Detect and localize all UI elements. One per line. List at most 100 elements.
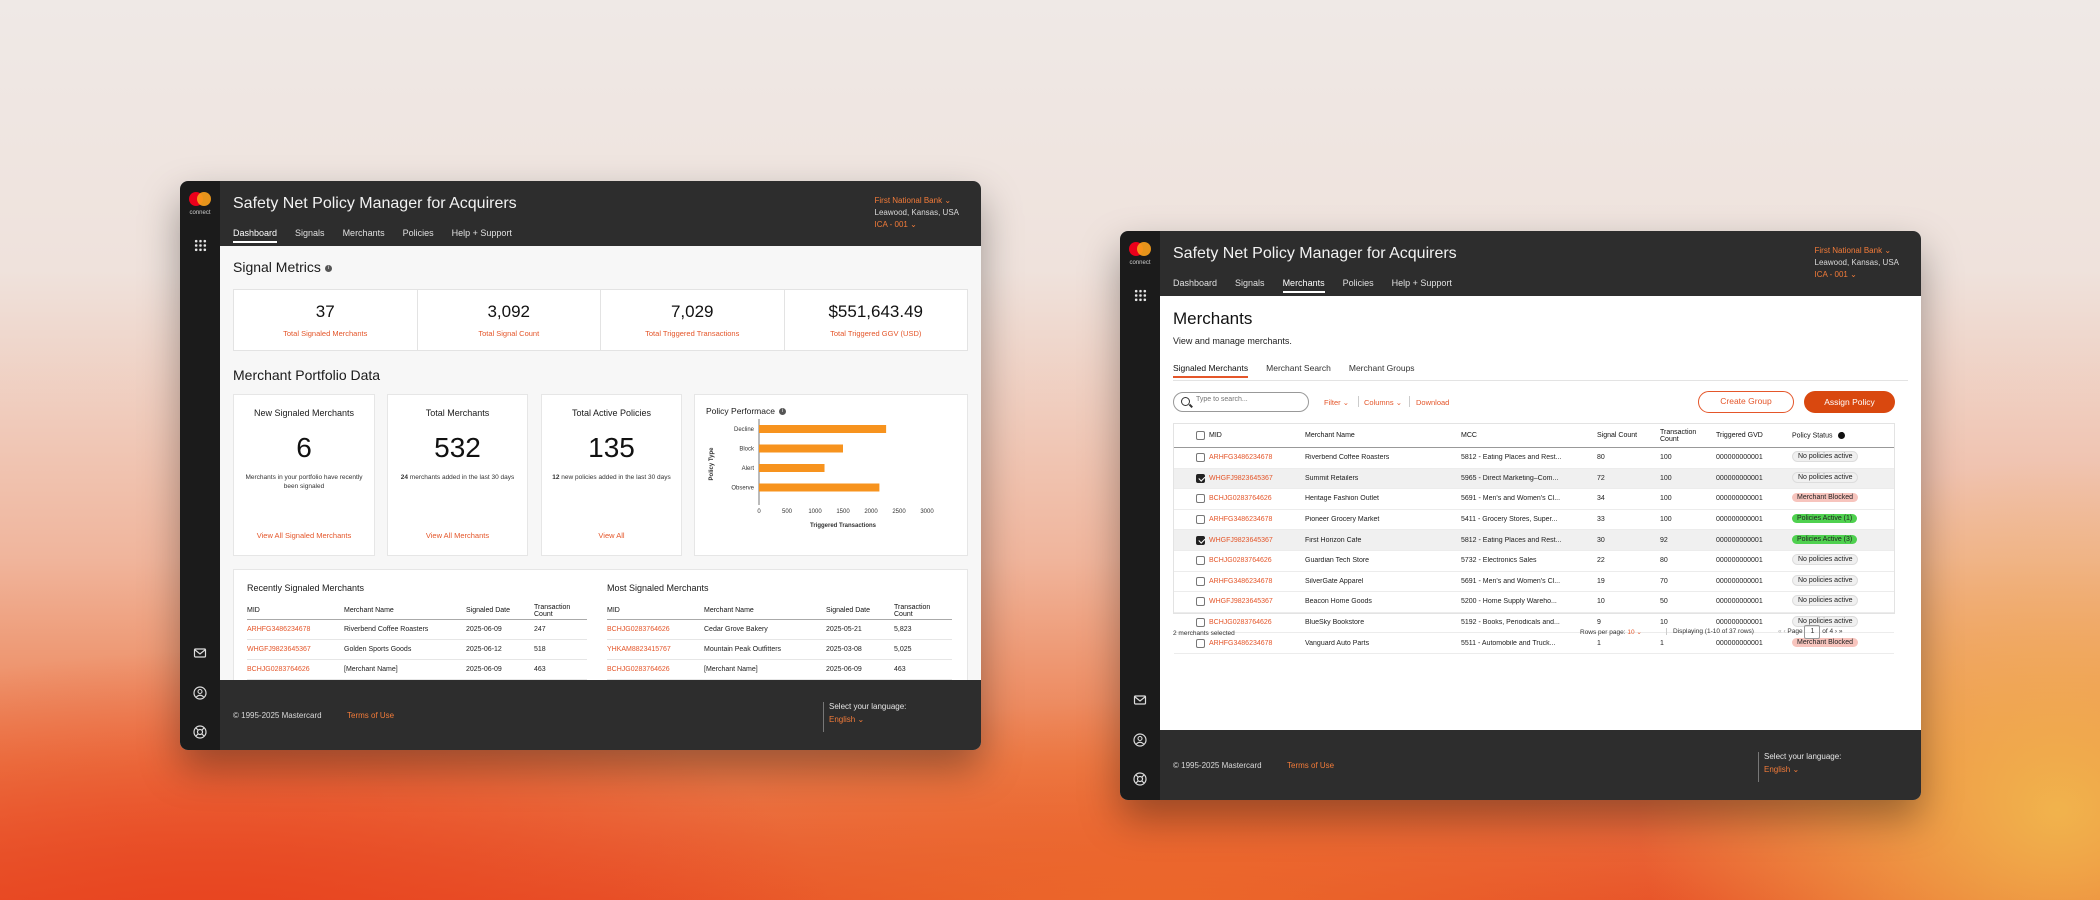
mid-link[interactable]: BCHJG0283764626 — [247, 666, 310, 673]
mastercard-logo-icon[interactable] — [188, 192, 212, 206]
table-row[interactable]: ARHFG3486234678 Riverbend Coffee Roasters… — [247, 620, 587, 640]
bank-name[interactable]: First National Bank — [874, 196, 943, 205]
search-box[interactable] — [1173, 392, 1309, 412]
search-input[interactable] — [1196, 396, 1304, 403]
mid-link[interactable]: ARHFG3486234678 — [247, 626, 311, 633]
terms-link[interactable]: Terms of Use — [347, 711, 395, 720]
mail-icon[interactable] — [1133, 693, 1147, 707]
mid-link[interactable]: BCHJG0283764626 — [607, 626, 670, 633]
col-signal-count[interactable]: Signal Count — [1597, 432, 1638, 439]
account-selector[interactable]: First National Bank ⌄ Leawood, Kansas, U… — [1815, 245, 1900, 281]
account-selector[interactable]: First National Bank ⌄ Leawood, Kansas, U… — [875, 195, 960, 231]
row-checkbox[interactable] — [1196, 576, 1205, 586]
view-all-policies-link[interactable]: View All — [598, 531, 625, 540]
row-checkbox[interactable] — [1196, 494, 1205, 504]
ica-selector[interactable]: ICA - 001 — [1814, 270, 1848, 279]
language-selector[interactable]: Select your language: English ⌄ — [823, 702, 906, 732]
mid-link[interactable]: ARHFG3486234678 — [1209, 639, 1273, 647]
row-checkbox[interactable] — [1196, 618, 1205, 628]
col-mid[interactable]: MID — [247, 607, 260, 614]
row-checkbox[interactable] — [1196, 535, 1205, 545]
filter-button[interactable]: Filter ⌄ — [1324, 398, 1350, 407]
table-row[interactable]: ARHFG3486234678 Pioneer Grocery Market 541… — [1174, 510, 1894, 531]
row-checkbox[interactable] — [1196, 638, 1205, 648]
tab-signaled-merchants[interactable]: Signaled Merchants — [1173, 363, 1249, 378]
info-icon[interactable]: i — [778, 408, 786, 416]
nav-help-support[interactable]: Help + Support — [1391, 278, 1452, 288]
view-all-merchants-link[interactable]: View All Merchants — [425, 531, 490, 540]
table-row[interactable]: ARHFG3486234678 Vanguard Auto Parts 5511 -… — [1174, 633, 1894, 654]
nav-help-support[interactable]: Help + Support — [451, 228, 512, 238]
table-row[interactable]: WHGFJ9823645367 Golden Sports Goods 2025-0… — [247, 640, 587, 660]
user-icon[interactable] — [193, 686, 207, 700]
col-transaction-count[interactable]: Transaction Count — [534, 603, 571, 618]
user-icon[interactable] — [1133, 733, 1147, 747]
mid-link[interactable]: WHGFJ9823645367 — [1209, 598, 1273, 606]
nav-merchants[interactable]: Merchants — [1282, 278, 1325, 293]
assign-policy-button[interactable]: Assign Policy — [1804, 391, 1895, 413]
table-row[interactable]: ARHFG3486234678 Riverbend Coffee Roasters… — [1174, 448, 1894, 469]
col-mid[interactable]: MID — [1209, 432, 1222, 439]
col-merchant-name[interactable]: Merchant Name — [1305, 432, 1355, 439]
col-policy-status[interactable]: Policy Status ? — [1792, 431, 1846, 440]
terms-link[interactable]: Terms of Use — [1287, 761, 1335, 770]
nav-policies[interactable]: Policies — [402, 228, 434, 238]
page-input[interactable]: 1 — [1804, 625, 1821, 639]
bank-name[interactable]: First National Bank — [1814, 246, 1883, 255]
row-checkbox[interactable] — [1196, 556, 1205, 566]
info-icon[interactable]: i — [324, 264, 332, 272]
mid-link[interactable]: BCHJG0283764626 — [1209, 619, 1272, 627]
table-row[interactable]: YHKAM8823415767 Mountain Peak Outfitters 2… — [607, 640, 952, 660]
nav-policies[interactable]: Policies — [1342, 278, 1374, 288]
nav-signals[interactable]: Signals — [1235, 278, 1265, 288]
col-mcc[interactable]: MCC — [1461, 432, 1477, 439]
row-checkbox[interactable] — [1196, 473, 1205, 483]
app-grid-icon[interactable] — [194, 239, 207, 252]
table-row[interactable]: BCHJG0283764626 [Merchant Name] 2025-06-09… — [607, 660, 952, 680]
mid-link[interactable]: BCHJG0283764626 — [1209, 495, 1272, 503]
row-checkbox[interactable] — [1196, 453, 1205, 463]
col-transaction-count[interactable]: Transaction Count — [1660, 428, 1697, 443]
col-merchant-name[interactable]: Merchant Name — [344, 607, 394, 614]
row-checkbox[interactable] — [1196, 515, 1205, 525]
next-page-icon[interactable]: › — [1834, 628, 1838, 635]
select-all-checkbox[interactable] — [1196, 431, 1205, 440]
mid-link[interactable]: YHKAM8823415767 — [607, 646, 671, 653]
col-signaled-date[interactable]: Signaled Date — [466, 607, 510, 614]
nav-signals[interactable]: Signals — [295, 228, 325, 238]
table-row[interactable]: WHGFJ9823645367 Summit Retailers 5965 - Di… — [1174, 468, 1894, 490]
mid-link[interactable]: ARHFG3486234678 — [1209, 577, 1273, 585]
help-lifebuoy-icon[interactable] — [1133, 772, 1147, 786]
mail-icon[interactable] — [193, 646, 207, 660]
language-value[interactable]: English — [829, 715, 856, 724]
row-checkbox[interactable] — [1196, 597, 1205, 607]
mid-link[interactable]: BCHJG0283764626 — [1209, 557, 1272, 565]
nav-dashboard[interactable]: Dashboard — [1173, 278, 1218, 288]
col-triggered-gvd[interactable]: Triggered GVD — [1716, 432, 1763, 439]
app-grid-icon[interactable] — [1134, 289, 1147, 302]
rows-per-page[interactable]: Rows per page: 10 ⌄ — [1580, 629, 1642, 636]
table-row[interactable]: BCHJG0283764626 Guardian Tech Store 5732 -… — [1174, 551, 1894, 572]
table-row[interactable]: BCHJG0283764626 BlueSky Bookstore 5192 - B… — [1174, 613, 1894, 634]
first-page-icon[interactable]: « — [1778, 628, 1782, 635]
tab-merchant-groups[interactable]: Merchant Groups — [1348, 363, 1415, 373]
last-page-icon[interactable]: » — [1838, 628, 1843, 635]
col-merchant-name[interactable]: Merchant Name — [704, 607, 754, 614]
language-selector[interactable]: Select your language: English ⌄ — [1758, 752, 1841, 782]
mid-link[interactable]: WHGFJ9823645367 — [1209, 536, 1273, 544]
columns-button[interactable]: Columns ⌄ — [1364, 398, 1402, 407]
prev-page-icon[interactable]: ‹ — [1783, 628, 1786, 635]
create-group-button[interactable]: Create Group — [1698, 391, 1794, 413]
table-row[interactable]: WHGFJ9823645367 Beacon Home Goods 5200 - H… — [1174, 592, 1894, 613]
mid-link[interactable]: WHGFJ9823645367 — [1209, 474, 1273, 482]
mid-link[interactable]: ARHFG3486234678 — [1209, 516, 1273, 524]
language-value[interactable]: English — [1764, 765, 1791, 774]
nav-merchants[interactable]: Merchants — [342, 228, 385, 238]
help-lifebuoy-icon[interactable] — [193, 725, 207, 739]
col-transaction-count[interactable]: Transaction Count — [894, 603, 931, 618]
col-signaled-date[interactable]: Signaled Date — [826, 607, 870, 614]
table-row[interactable]: BCHJG0283764626 Heritage Fashion Outlet 56… — [1174, 489, 1894, 510]
tab-merchant-search[interactable]: Merchant Search — [1266, 363, 1331, 373]
mastercard-logo-icon[interactable] — [1128, 242, 1152, 256]
mid-link[interactable]: WHGFJ9823645367 — [247, 646, 311, 653]
